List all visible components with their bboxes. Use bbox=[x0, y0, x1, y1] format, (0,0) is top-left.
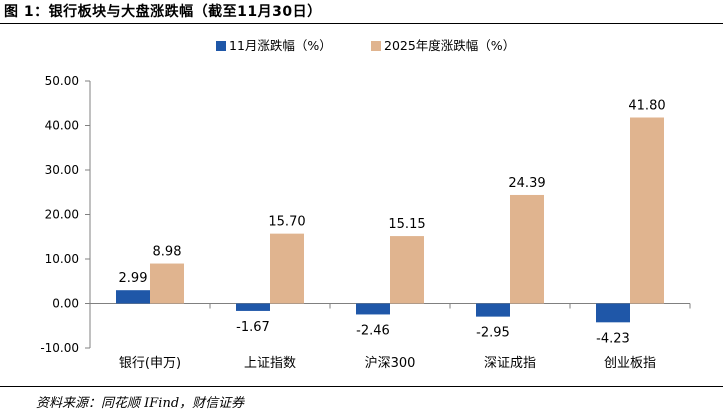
bar-nov bbox=[596, 303, 630, 323]
data-label: 2.99 bbox=[119, 271, 148, 286]
chart-bars bbox=[116, 117, 664, 323]
bar-ytd bbox=[510, 194, 544, 304]
bar-ytd bbox=[270, 233, 304, 304]
x-tick-label: 上证指数 bbox=[244, 356, 296, 371]
data-label: 15.70 bbox=[268, 215, 305, 230]
y-tick-label: 20.00 bbox=[45, 208, 79, 222]
data-label: -2.95 bbox=[476, 326, 510, 341]
bar-nov bbox=[236, 303, 270, 311]
chart-data-labels: 2.99 8.98 -1.67 15.70 -2.46 15.15 -2.95 24.39 -4… bbox=[119, 98, 666, 346]
bar-nov bbox=[476, 303, 510, 317]
bar-ytd bbox=[390, 236, 424, 304]
x-tick-label: 银行(申万) bbox=[119, 356, 181, 371]
legend-label: 11月涨跌幅（%） bbox=[229, 38, 332, 53]
data-label: -1.67 bbox=[236, 320, 270, 335]
chart-legend: 11月涨跌幅（%） 2025年度涨跌幅（%） bbox=[216, 38, 515, 53]
y-tick-label: 30.00 bbox=[45, 163, 79, 177]
x-tick-label: 深证成指 bbox=[484, 356, 536, 371]
y-tick-label: 40.00 bbox=[45, 119, 79, 133]
x-tick-label: 创业板指 bbox=[604, 356, 656, 371]
legend-swatch bbox=[216, 41, 226, 51]
data-label: 15.15 bbox=[388, 217, 425, 232]
bar-nov bbox=[116, 290, 150, 304]
chart-axes: -10.00 0.00 10.00 20.00 30.00 40.00 50.00 银行(申万… bbox=[40, 74, 691, 371]
data-label: 24.39 bbox=[508, 176, 545, 191]
figure-title: 图 1：银行板块与大盘涨跌幅（截至11月30日） bbox=[4, 4, 322, 20]
bar-ytd bbox=[630, 117, 664, 304]
data-label: 41.80 bbox=[628, 98, 665, 113]
source-rule bbox=[0, 386, 723, 387]
y-tick-label: 10.00 bbox=[45, 252, 79, 266]
source-note: 资料来源：同花顺 IFind，财信证券 bbox=[36, 396, 245, 411]
bar-chart: 11月涨跌幅（%） 2025年度涨跌幅（%） -10.00 0.00 10.00 20.… bbox=[40, 38, 691, 371]
data-label: -2.46 bbox=[356, 323, 390, 338]
title-rule bbox=[0, 23, 723, 24]
legend-label: 2025年度涨跌幅（%） bbox=[384, 38, 515, 53]
data-label: 8.98 bbox=[153, 245, 182, 260]
y-tick-label: 50.00 bbox=[45, 74, 79, 88]
x-tick-label: 沪深300 bbox=[365, 355, 416, 371]
bar-nov bbox=[356, 303, 390, 315]
y-tick-label: -10.00 bbox=[40, 341, 79, 355]
data-label: -4.23 bbox=[596, 331, 630, 346]
y-tick-label: 0.00 bbox=[52, 297, 79, 311]
bar-ytd bbox=[150, 263, 184, 304]
legend-swatch bbox=[371, 41, 381, 51]
